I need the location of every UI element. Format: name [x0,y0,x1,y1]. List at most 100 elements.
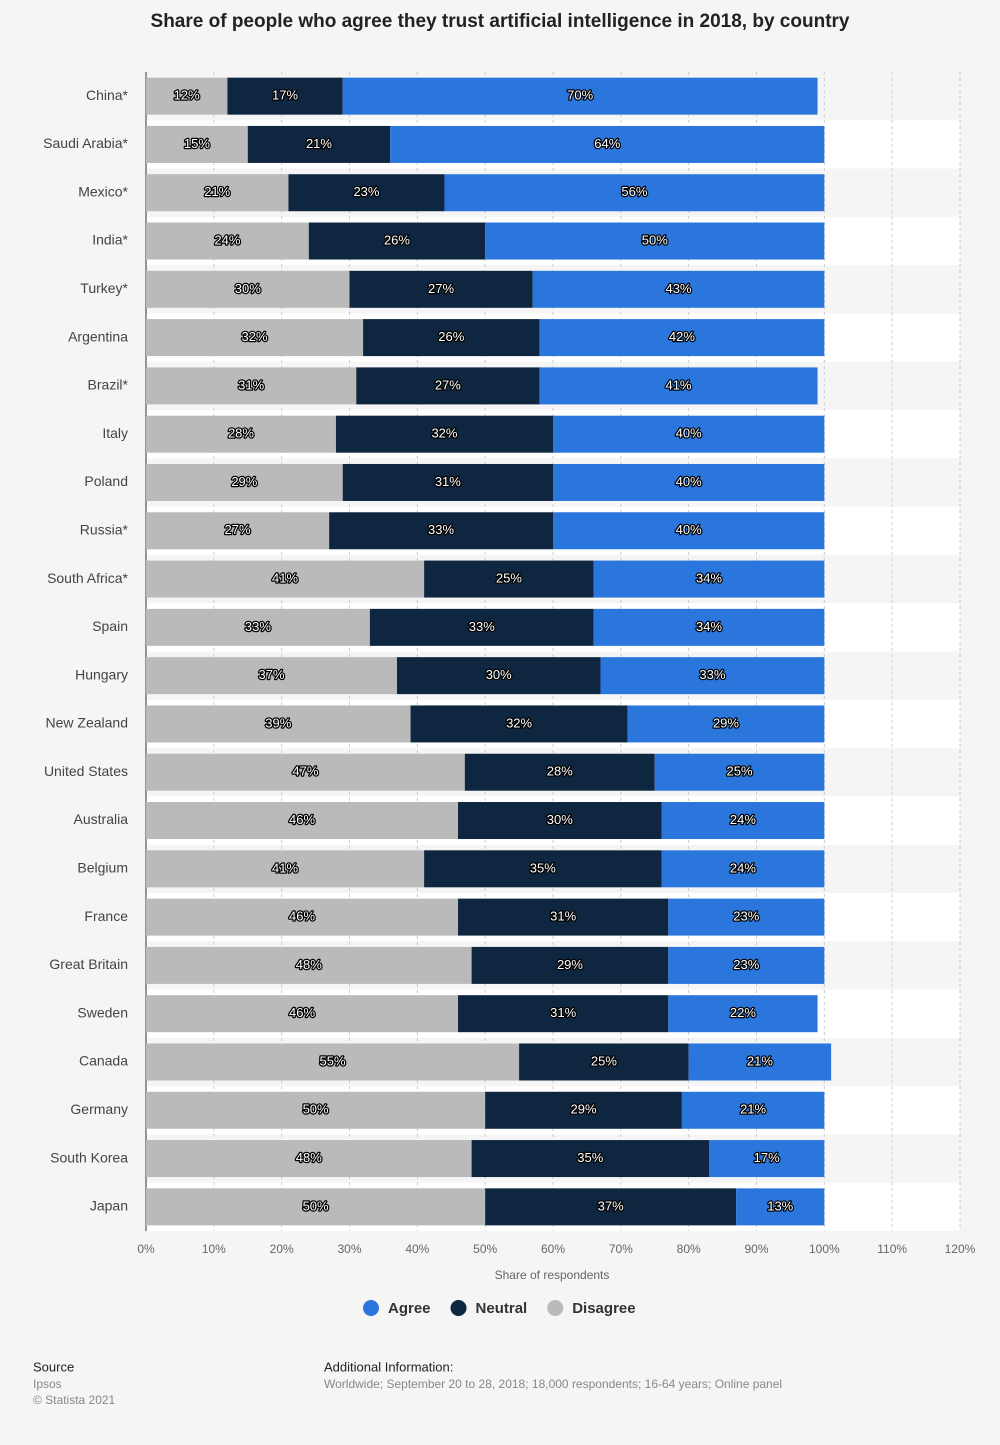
bar-segment [146,222,309,260]
y-tick-label: Sweden [77,1004,128,1020]
bar-segment [519,1043,689,1081]
y-tick-label: Hungary [75,666,128,682]
bar-segment [146,512,330,550]
bar-segment [553,415,825,453]
bar-segment [532,270,825,308]
value-label: 50% [642,232,668,247]
bar-segment [247,125,391,163]
bar-segment [146,1140,472,1178]
bar-segment [485,1188,737,1226]
bar-segment [471,946,669,984]
bar-segment [668,898,825,936]
y-tick-label: Italy [102,425,128,441]
value-label: 21% [747,1053,773,1068]
bar-segment [329,512,553,550]
bar-segment [146,898,459,936]
value-label: 23% [733,909,759,924]
x-tick-label: 40% [405,1242,429,1256]
value-label: 41% [665,377,691,392]
bar-segment [668,946,825,984]
bar-segment [146,77,228,115]
value-label: 21% [204,184,230,199]
y-tick-label: Russia* [80,521,129,537]
bar-segment [146,415,336,453]
bar-segment [342,463,553,501]
value-label: 40% [676,522,702,537]
bar-segment [146,1188,486,1226]
bar-segment [146,560,425,598]
y-tick-label: India* [92,232,128,248]
value-label: 46% [289,909,315,924]
value-label: 33% [469,619,495,634]
legend-label: Disagree [572,1300,635,1317]
x-tick-label: 20% [270,1242,294,1256]
bar-segment [458,802,662,840]
value-label: 40% [676,474,702,489]
bar-segment [593,608,825,646]
bar-segment [593,560,825,598]
value-label: 28% [547,764,573,779]
y-tick-label: Belgium [77,860,128,876]
value-label: 27% [428,281,454,296]
bar-segment [553,512,825,550]
source: Ipsos [33,1377,62,1391]
bar-segment [688,1043,832,1081]
y-tick-label: Germany [70,1101,128,1117]
value-label: 28% [228,426,254,441]
legend-label: Agree [388,1300,431,1317]
value-label: 46% [289,812,315,827]
bar-segment [146,850,425,888]
y-tick-label: South Korea [50,1149,128,1165]
value-label: 50% [303,1102,329,1117]
bar-segment [227,77,343,115]
value-label: 33% [245,619,271,634]
value-label: 33% [699,667,725,682]
y-tick-label: Australia [74,811,129,827]
value-label: 31% [238,377,264,392]
x-tick-label: 70% [609,1242,633,1256]
x-tick-label: 30% [337,1242,361,1256]
value-label: 34% [696,571,722,586]
bar-segment [146,125,248,163]
value-label: 35% [577,1150,603,1165]
value-label: 41% [272,571,298,586]
y-tick-label: Spain [92,618,128,634]
value-label: 31% [435,474,461,489]
value-label: 34% [696,619,722,634]
value-label: 24% [730,860,756,875]
bar-segment [668,995,818,1033]
value-label: 41% [272,860,298,875]
bar-segment [390,125,825,163]
bar-segment [410,705,628,743]
value-label: 42% [669,329,695,344]
y-tick-label: Great Britain [49,956,128,972]
bar-segment [146,1091,486,1129]
value-label: 37% [258,667,284,682]
value-label: 55% [320,1053,346,1068]
value-label: 23% [733,957,759,972]
value-label: 31% [550,1005,576,1020]
bar-segment [661,802,825,840]
bar-segment [335,415,553,453]
x-tick-label: 120% [945,1242,976,1256]
bar-segment [464,753,655,791]
x-tick-label: 100% [809,1242,840,1256]
value-label: 25% [496,571,522,586]
value-label: 29% [231,474,257,489]
bar-segment [146,270,350,308]
x-tick-label: 50% [473,1242,497,1256]
value-label: 31% [550,909,576,924]
x-tick-label: 10% [202,1242,226,1256]
value-label: 35% [530,860,556,875]
value-label: 25% [727,764,753,779]
copyright: © Statista 2021 [33,1393,116,1407]
bar-segment [146,174,289,212]
value-label: 12% [174,88,200,103]
bar-segment [146,367,357,405]
value-label: 46% [289,1005,315,1020]
value-label: 25% [591,1053,617,1068]
info-title: Additional Information: [324,1359,453,1374]
bar-segment [681,1091,825,1129]
value-label: 37% [598,1198,624,1213]
